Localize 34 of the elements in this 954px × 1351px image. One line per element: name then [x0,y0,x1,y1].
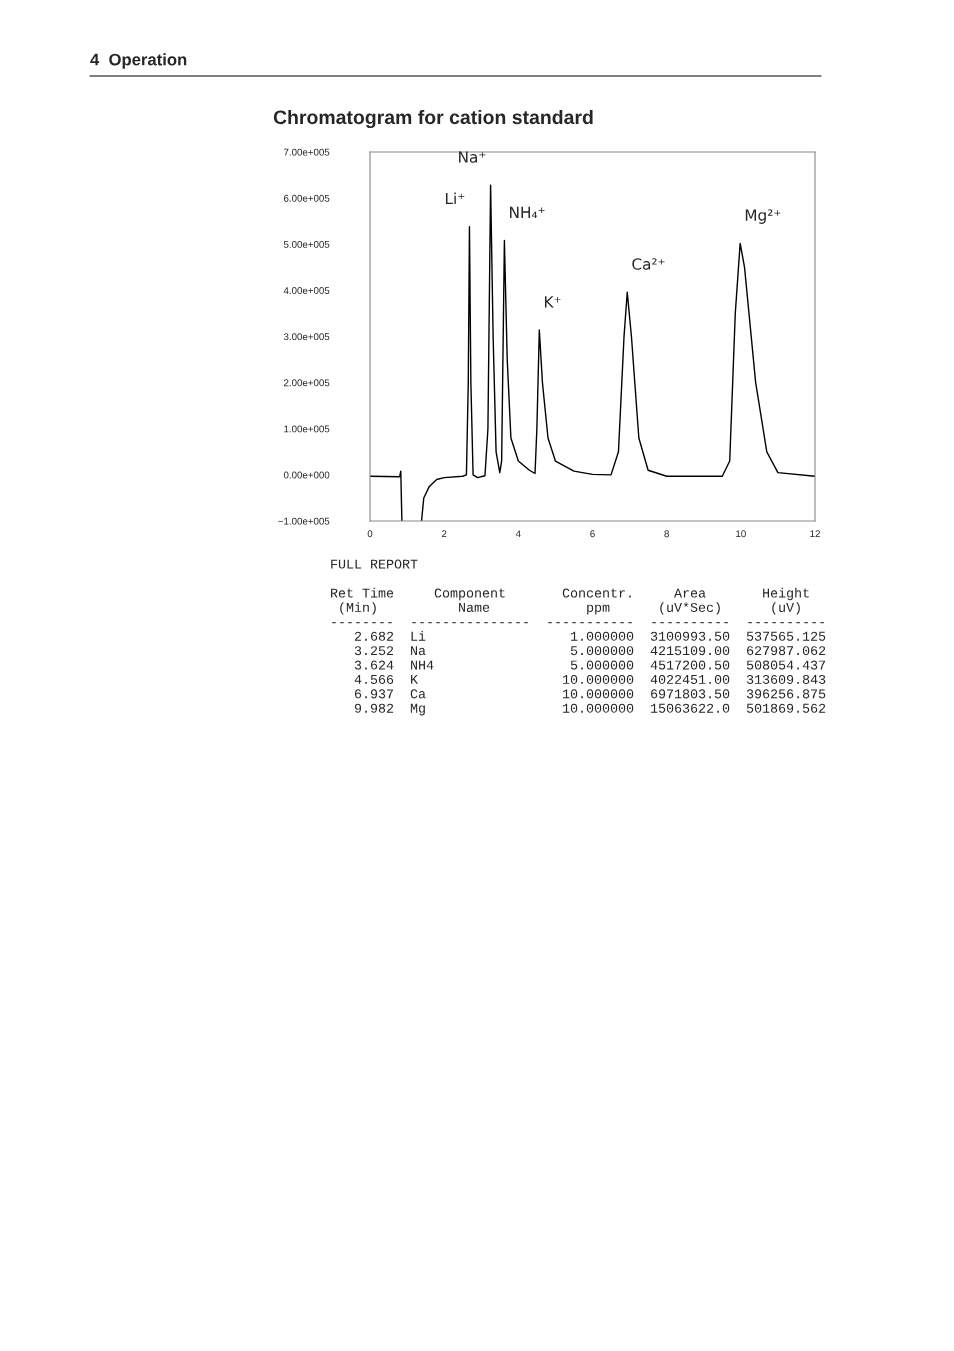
y-tick-label: 7.00e+005 [284,148,330,156]
text: 4.566 K 10.000000 4022451.00 313609.843 [354,674,826,684]
y-tick-label: 2.00e+005 [283,379,330,387]
x-tick-label: 2 [441,530,447,538]
annotation: Li⁺ [445,192,465,205]
annotation: Na⁺ [459,151,486,163]
annotation: NH₄⁺ [510,206,545,218]
text: 2.682 Li 1.000000 3100993.50 537565.125 [354,630,826,641]
text: (Min) Name ppm (uV*Sec) (uV) [340,602,800,615]
x-tick-label: 8 [664,530,669,538]
x-tick-label: 6 [590,530,595,538]
y-tick-label: −1.00e+005 [278,517,330,525]
y-tick-label: 3.00e+005 [283,333,330,341]
text: 4 Operation [90,53,187,69]
text: 3.624 NH4 5.000000 4517200.50 508054.437 [354,660,826,670]
y-tick-label: 1.00e+005 [284,425,330,433]
x-tick-label: 4 [515,530,521,538]
y-tick-label: 0.00e+000 [283,471,330,479]
text: Ret Time Component Concentr. Area Height [331,587,809,601]
x-tick-label: 0 [367,530,373,538]
text: 6.937 Ca 10.000000 6971803.50 396256.875 [354,689,826,699]
x-tick-label: 12 [810,530,820,538]
chart-title: Chromatogram for cation standard [273,109,593,129]
text: 9.982 Mg 10.000000 15063622.0 501869.562 [354,703,826,716]
text: -------- --------------- ----------- ---------- ---------- [332,622,824,624]
annotation: Mg²⁺ [745,209,781,224]
x-tick-label: 10 [736,530,746,538]
annotation: Ca²⁺ [632,258,665,270]
text: FULL REPORT [331,559,418,569]
text: 3.252 Na 5.000000 4215109.00 627987.062 [354,646,826,656]
y-tick-label: 4.00e+005 [283,287,330,294]
annotation: K⁺ [544,296,561,308]
y-tick-label: 5.00e+005 [283,240,330,248]
y-tick-label: 6.00e+005 [283,194,330,202]
